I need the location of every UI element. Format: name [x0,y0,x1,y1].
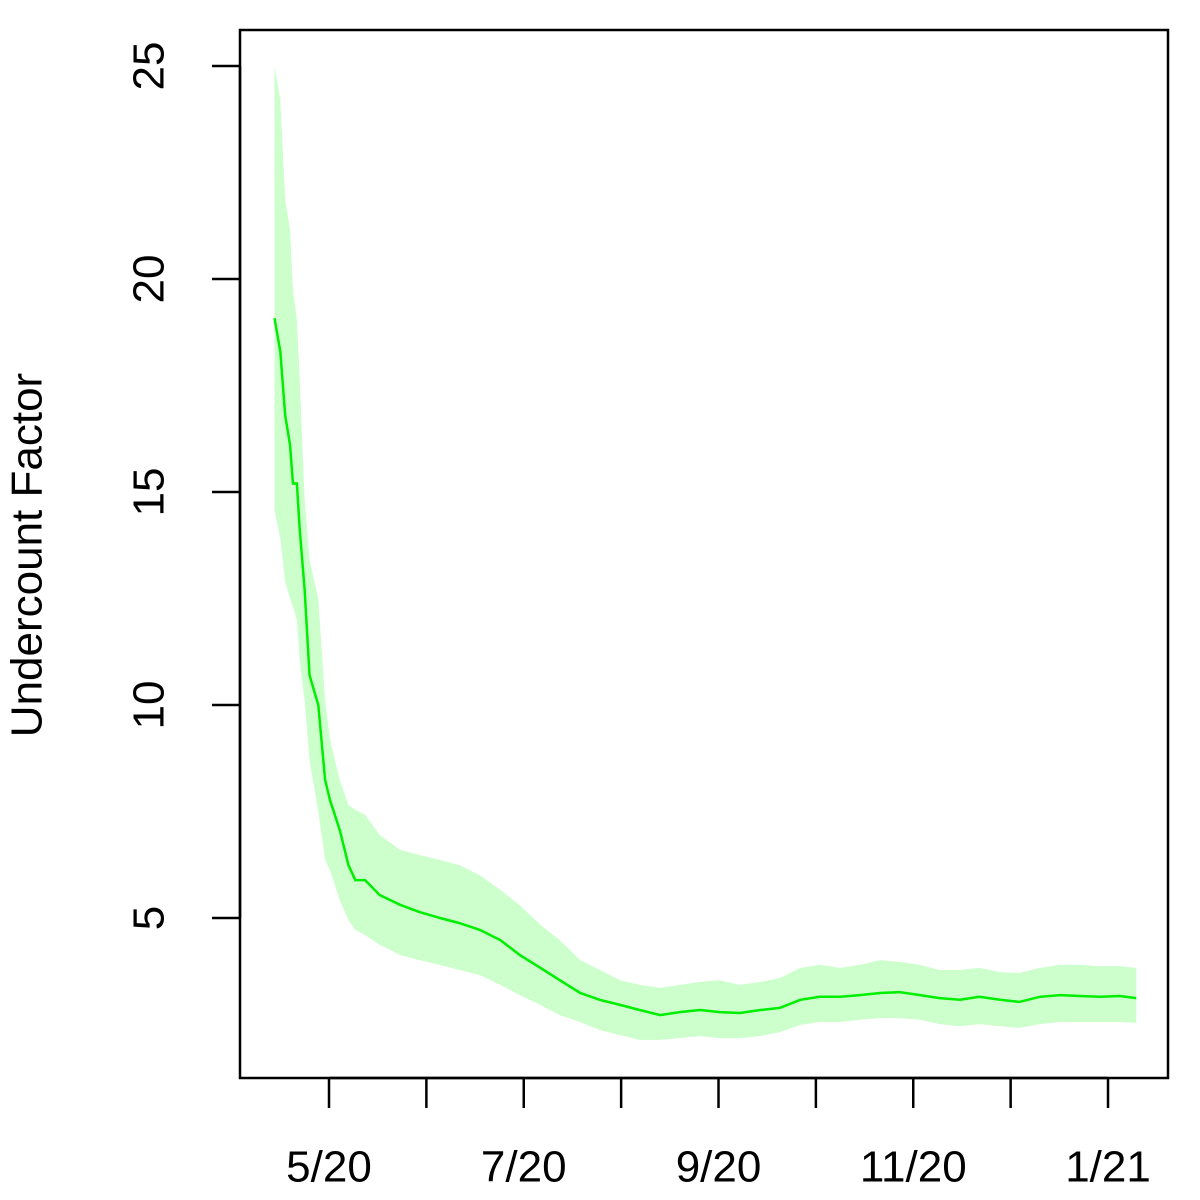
confidence-band [274,65,1137,1040]
x-tick-label: 9/20 [676,1143,762,1192]
y-tick-label: 25 [125,42,174,91]
line [273,317,1137,1017]
y-axis-label: Undercount Factor [3,373,52,737]
x-tick-label: 5/20 [286,1143,372,1192]
y-tick-label: 20 [125,255,174,304]
y-tick-label: 10 [125,681,174,730]
y-tick-label: 15 [125,468,174,517]
y-tick-label: 5 [125,906,174,930]
x-tick-label: 7/20 [481,1143,567,1192]
x-tick-label: 1/21 [1065,1143,1151,1192]
x-tick-label: 11/20 [860,1143,967,1192]
